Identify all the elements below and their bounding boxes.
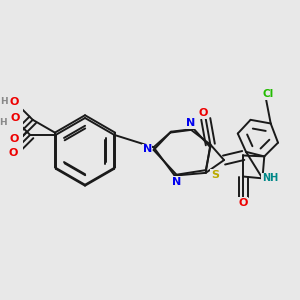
Text: Cl: Cl (262, 89, 274, 99)
Text: O: O (10, 97, 19, 106)
Text: NH: NH (262, 173, 278, 183)
Text: N: N (142, 144, 152, 154)
Text: O: O (238, 198, 248, 208)
Text: O: O (10, 134, 19, 144)
Text: O: O (198, 108, 208, 118)
Text: N: N (172, 177, 181, 187)
Text: N: N (187, 118, 196, 128)
Text: H: H (0, 97, 7, 106)
Text: O: O (11, 112, 20, 122)
Text: H: H (0, 118, 7, 127)
Text: O: O (9, 148, 18, 158)
Text: S: S (211, 170, 219, 180)
